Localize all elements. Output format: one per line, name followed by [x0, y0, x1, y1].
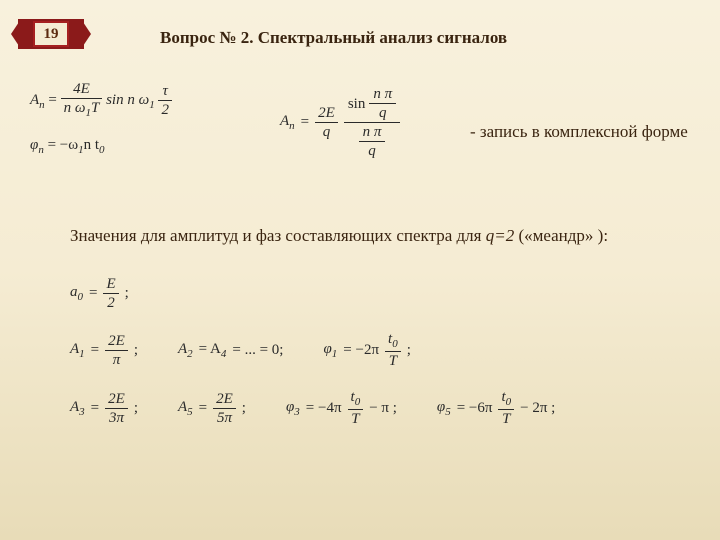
formula-a0: a0 = E 2 ; — [70, 275, 555, 312]
badge-number: 19 — [33, 21, 69, 47]
slide-number-badge: 19 — [18, 12, 84, 56]
formula-An-time: An = 4E n ω1T sin n ω1 τ 2 — [30, 80, 172, 120]
values-block: a0 = E 2 ; A1 = 2Eπ ; A2 = A4 = ... = 0;… — [70, 275, 555, 446]
formula-annotation: - запись в комплексной форме — [470, 122, 688, 142]
formula-row-3: A3 = 2E3π ; A5 = 2E5π ; φ3 = −4π t0T − π… — [70, 388, 555, 428]
page-title: Вопрос № 2. Спектральный анализ сигналов — [160, 28, 507, 48]
values-intro: Значения для амплитуд и фаз составляющих… — [70, 226, 608, 246]
formula-row-2: A1 = 2Eπ ; A2 = A4 = ... = 0; φ1 = −2π t… — [70, 330, 555, 370]
formula-row-top: An = 4E n ω1T sin n ω1 τ 2 φn = −ω1n t0 … — [30, 80, 700, 210]
formula-An-sinc: An = 2E q sin n π q n π q — [280, 85, 400, 160]
formula-phi-n: φn = −ω1n t0 — [30, 136, 105, 156]
